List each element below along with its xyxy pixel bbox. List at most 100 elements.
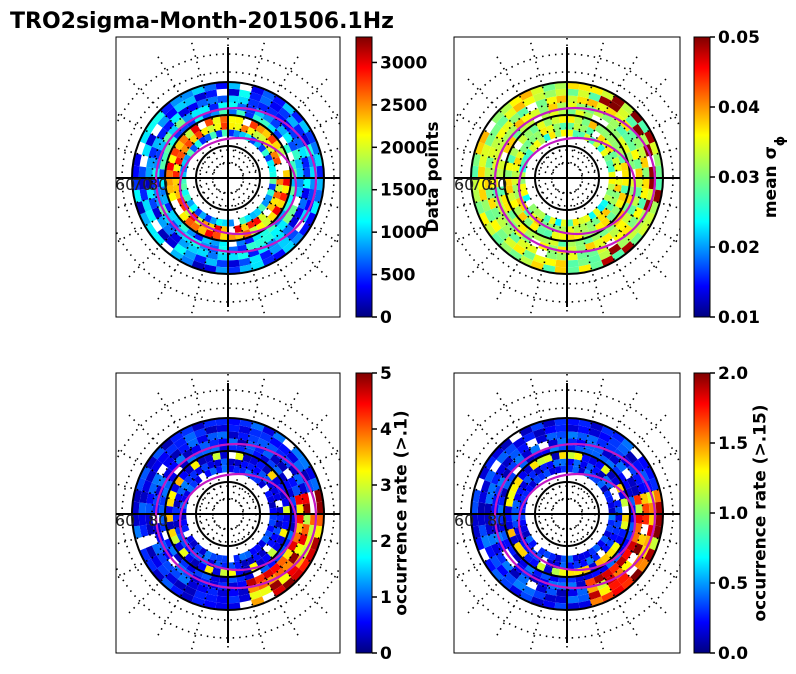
heatmap-cell xyxy=(490,110,504,124)
heatmap-cell xyxy=(141,143,152,157)
heatmap-cell xyxy=(556,589,567,597)
heatmap-cell xyxy=(484,209,496,223)
heatmap-cell xyxy=(162,467,174,480)
heatmap-cell xyxy=(600,464,611,475)
heatmap-cell xyxy=(554,418,567,426)
heatmap-cell xyxy=(556,431,567,439)
heatmap-cell xyxy=(269,436,283,449)
heatmap-cell xyxy=(543,118,553,127)
heatmap-cell xyxy=(178,470,189,481)
heatmap-cell xyxy=(581,454,591,463)
heatmap-cell xyxy=(166,497,175,507)
heatmap-cell xyxy=(520,524,529,533)
heatmap-cell xyxy=(605,480,615,490)
heatmap-cell xyxy=(501,455,514,468)
heatmap-cell xyxy=(483,558,497,573)
heatmap-cell xyxy=(567,589,578,597)
heatmap-cell xyxy=(636,146,647,159)
heatmap-cell xyxy=(625,450,638,464)
heatmap-cell xyxy=(176,150,186,160)
heatmap-cell xyxy=(274,184,283,193)
heatmap-cell xyxy=(633,494,643,506)
heatmap-cell xyxy=(572,465,580,474)
heatmap-cell xyxy=(554,266,567,274)
heatmap-cell xyxy=(601,255,615,267)
grid-meridian xyxy=(240,112,340,172)
heatmap-cell xyxy=(139,212,151,226)
heatmap-cell xyxy=(620,201,631,213)
heatmap-cell xyxy=(655,501,663,514)
heatmap-cell xyxy=(554,602,567,610)
heatmap-cell xyxy=(520,112,533,124)
heatmap-cell xyxy=(507,528,516,538)
heatmap-cell xyxy=(178,211,189,222)
heatmap-cell xyxy=(517,470,528,481)
heatmap-cell xyxy=(215,465,223,474)
heatmap-cell xyxy=(190,444,202,455)
heatmap-cell xyxy=(181,524,190,533)
heatmap-cell xyxy=(253,543,263,553)
heatmap-cell xyxy=(248,211,258,221)
heatmap-cell xyxy=(139,188,149,202)
heatmap-cell xyxy=(270,196,280,206)
grid-meridian xyxy=(116,147,214,175)
grid-meridian xyxy=(231,528,266,650)
heatmap-cell xyxy=(605,495,614,504)
heatmap-cell xyxy=(196,434,209,445)
heatmap-cell xyxy=(601,207,611,218)
heatmap-cell xyxy=(522,529,531,539)
heatmap-cell xyxy=(621,437,635,451)
heatmap-cell xyxy=(601,448,614,460)
lat-label: 80 xyxy=(487,175,507,194)
heatmap-cell xyxy=(294,494,304,506)
heatmap-cell xyxy=(228,266,241,275)
heatmap-cell xyxy=(276,514,284,522)
heatmap-cell xyxy=(507,154,516,164)
heatmap-cell xyxy=(504,178,513,187)
lat-label: 70 xyxy=(471,175,491,194)
heatmap-cell xyxy=(267,470,278,481)
heatmap-cell xyxy=(183,585,197,597)
heatmap-cell xyxy=(269,117,282,130)
heatmap-cell xyxy=(217,95,228,103)
heatmap-cell xyxy=(294,158,304,170)
grid-meridian xyxy=(581,482,680,511)
heatmap-cell xyxy=(165,514,174,523)
heatmap-cell xyxy=(490,136,502,150)
heatmap-cell xyxy=(507,136,518,147)
heatmap-cell xyxy=(251,421,265,432)
heatmap-cell xyxy=(287,540,298,552)
heatmap-cell xyxy=(505,185,514,195)
grid-meridian xyxy=(573,392,638,502)
heatmap-cell xyxy=(480,535,491,549)
heatmap-cell xyxy=(151,136,163,150)
heatmap-cell xyxy=(555,424,567,433)
heatmap-cell xyxy=(518,519,527,527)
heatmap-cell xyxy=(567,465,574,473)
heatmap-cell xyxy=(170,535,181,546)
heatmap-cell xyxy=(293,555,306,569)
heatmap-cell xyxy=(483,455,497,470)
heatmap-cell xyxy=(168,154,177,164)
heatmap-cell xyxy=(607,501,616,509)
heatmap-cell xyxy=(228,88,240,97)
heatmap-cell xyxy=(567,595,579,604)
heatmap-cell xyxy=(474,537,485,551)
heatmap-cell xyxy=(138,166,147,178)
heatmap-cell xyxy=(183,95,197,107)
heatmap-cell xyxy=(135,201,146,215)
heatmap-cell xyxy=(145,503,153,514)
heatmap-cell xyxy=(310,477,321,491)
heatmap-cell xyxy=(179,183,188,191)
heatmap-cell xyxy=(559,122,567,130)
heatmap-cell xyxy=(272,156,282,166)
heatmap-cell xyxy=(204,565,214,574)
heatmap-cell xyxy=(228,129,235,137)
heatmap-cell xyxy=(189,203,199,213)
heatmap-cell xyxy=(593,237,605,248)
heatmap-cell xyxy=(251,450,263,461)
heatmap-cell xyxy=(527,134,538,144)
heatmap-cell xyxy=(499,101,513,115)
heatmap-cell xyxy=(620,537,631,549)
heatmap-cell xyxy=(296,504,304,514)
